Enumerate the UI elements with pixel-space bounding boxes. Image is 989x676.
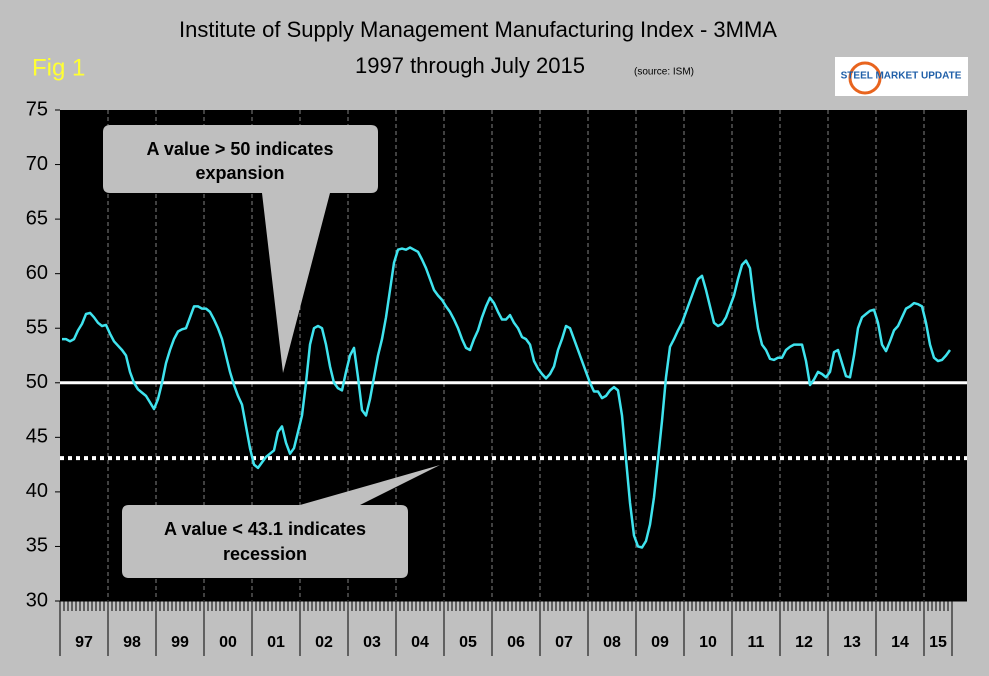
y-tick-label: 50: [26, 371, 48, 393]
x-tick-label: 03: [363, 634, 381, 651]
reference-lines: [60, 381, 967, 461]
callout-recession: [122, 465, 440, 578]
y-tick-label: 45: [26, 426, 48, 448]
logo-text: STEEL MARKET UPDATE: [841, 71, 962, 82]
y-tick-label: 60: [26, 262, 48, 284]
y-tick-label: 65: [26, 207, 48, 229]
x-tick-label: 13: [843, 634, 861, 651]
x-tick-label: 10: [699, 634, 717, 651]
x-tick-label: 09: [651, 634, 669, 651]
x-tick-label: 99: [171, 634, 189, 651]
x-tick-label: 00: [219, 634, 237, 651]
chart-title: Institute of Supply Management Manufactu…: [179, 17, 777, 42]
x-tick-label: 06: [507, 634, 525, 651]
y-tick-label: 55: [26, 317, 48, 339]
x-tick-label: 14: [891, 634, 909, 651]
series-line: [62, 246, 952, 549]
y-tick-label: 70: [26, 153, 48, 175]
source-note: (source: ISM): [634, 67, 694, 78]
chart-subtitle: 1997 through July 2015: [355, 53, 585, 78]
axes: 30 35 40 45 50 55 60 65 70 75 97 98 99 00 01 02 03 04 05 06…: [26, 98, 967, 661]
x-tick-label: 15: [929, 634, 947, 651]
annotation-text: A value < 43.1 indicates: [164, 519, 366, 539]
series: [62, 246, 952, 549]
x-tick-label: 12: [795, 634, 813, 651]
x-tick-label: 02: [315, 634, 333, 651]
annotation-text: expansion: [195, 163, 284, 183]
x-tick-label: 05: [459, 634, 477, 651]
y-tick-label: 35: [26, 535, 48, 557]
x-tick-label: 97: [75, 634, 93, 651]
annotation-text: A value > 50 indicates: [147, 139, 334, 159]
x-tick-label: 01: [267, 634, 285, 651]
y-tick-label: 40: [26, 480, 48, 502]
logo-swoosh: [848, 61, 882, 95]
callout-expansion: [103, 125, 378, 373]
x-tick-label: 04: [411, 634, 429, 651]
x-tick-label: 08: [603, 634, 621, 651]
figure-label: Fig 1: [32, 54, 85, 81]
annotation-text: recession: [223, 544, 307, 564]
y-tick-label: 30: [26, 589, 48, 611]
x-tick-label: 07: [555, 634, 573, 651]
x-tick-label: 98: [123, 634, 141, 651]
y-tick-label: 75: [26, 98, 48, 120]
x-tick-label: 11: [748, 634, 765, 651]
